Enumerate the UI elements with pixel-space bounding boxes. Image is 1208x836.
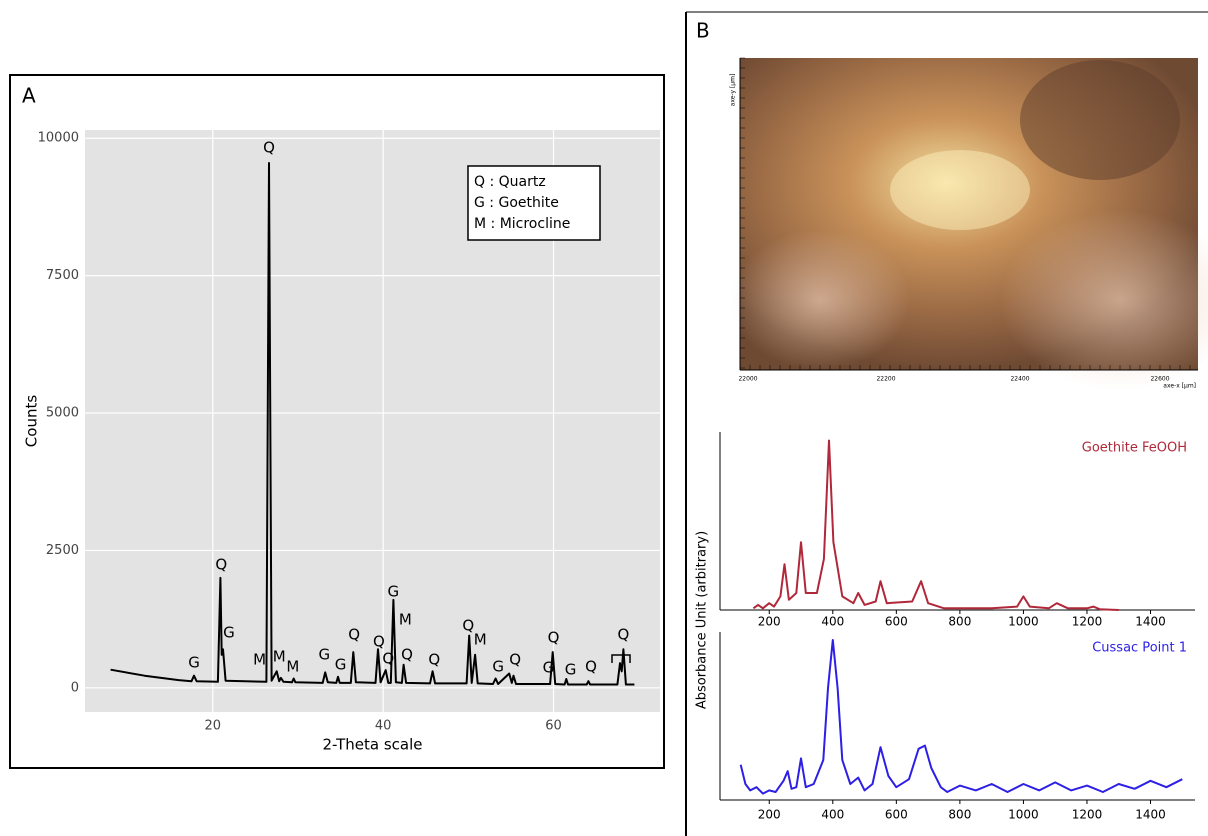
peak-label: G <box>335 655 347 673</box>
peak-label: G <box>223 623 235 641</box>
x-tick-label: 400 <box>821 615 844 629</box>
peak-label: Q <box>382 649 394 667</box>
peak-label: M <box>399 610 412 628</box>
x-tick-label: 20 <box>205 719 222 734</box>
peak-label: M <box>253 650 266 668</box>
legend-entry: M : Microcline <box>474 216 570 232</box>
x-tick-label: 1200 <box>1072 615 1103 629</box>
x-tick-label: 1000 <box>1008 615 1039 629</box>
micrograph-x-tick-label: 22400 <box>1010 376 1029 383</box>
peak-label: G <box>388 582 400 600</box>
peak-label: Q <box>373 632 385 650</box>
data-line <box>110 162 635 686</box>
micrograph-haze <box>730 230 910 370</box>
x-tick-label: 1000 <box>1008 808 1039 822</box>
micrograph-shadow <box>1020 60 1180 180</box>
legend-entry: G : Goethite <box>474 195 559 211</box>
peak-label: Q <box>348 625 360 643</box>
legend-entry: Q : Quartz <box>474 174 546 190</box>
micrograph-x-tick-label: 22600 <box>1150 376 1169 383</box>
panel-a-frame <box>9 74 665 769</box>
peak-label: Q <box>215 555 227 573</box>
y-tick-label: 7500 <box>46 268 79 283</box>
peak-label: Q <box>617 625 629 643</box>
y-tick-label: 0 <box>71 680 79 695</box>
x-tick-label: 200 <box>758 808 781 822</box>
bracket <box>611 654 631 663</box>
x-tick-label: 1400 <box>1135 615 1166 629</box>
peak-label: G <box>565 660 577 678</box>
series-label: Cussac Point 1 <box>1092 641 1187 656</box>
x-axis-label: 2-Theta scale <box>323 736 423 754</box>
x-tick-label: 1400 <box>1135 808 1166 822</box>
x-tick-label: 200 <box>758 615 781 629</box>
micrograph-y-label: axe-y [µm] <box>730 74 737 107</box>
peak-label: G <box>188 653 200 671</box>
legend-box <box>467 165 601 241</box>
peak-label: M <box>474 630 487 648</box>
peak-label: Q <box>263 139 275 157</box>
micrograph: axe-y [µm] axe-x [µm] <box>730 58 1208 390</box>
peak-label: G <box>543 658 555 676</box>
peak-label: G <box>492 657 504 675</box>
peak-label: Q <box>462 616 474 634</box>
x-tick-label: 400 <box>821 808 844 822</box>
x-tick-label: 800 <box>948 615 971 629</box>
micrograph-highlight <box>890 150 1030 230</box>
peak-label: Q <box>509 650 521 668</box>
data-line <box>739 639 1183 795</box>
panel-label: B <box>696 19 710 43</box>
y-axis-label: Counts <box>23 395 41 448</box>
x-tick-label: 800 <box>948 808 971 822</box>
y-axis-label: Absorbance Unit (arbitrary) <box>695 531 710 709</box>
peak-label: Q <box>401 645 413 663</box>
micrograph-x-label: axe-x [µm] <box>1163 383 1196 390</box>
x-tick-label: 60 <box>545 719 562 734</box>
micrograph-haze <box>1000 210 1208 390</box>
panel-label: A <box>22 84 36 108</box>
micrograph-x-tick-label: 22200 <box>876 376 895 383</box>
peak-label: M <box>273 647 286 665</box>
series-label: Goethite FeOOH <box>1082 441 1187 456</box>
y-tick-label: 10000 <box>38 131 79 146</box>
peak-label: Q <box>548 628 560 646</box>
peak-label: Q <box>585 657 597 675</box>
peak-label: Q <box>428 650 440 668</box>
peak-label: G <box>319 645 331 663</box>
y-tick-label: 5000 <box>46 406 79 421</box>
x-tick-label: 600 <box>885 615 908 629</box>
peak-label: M <box>286 657 299 675</box>
x-tick-label: 40 <box>375 719 392 734</box>
x-tick-label: 600 <box>885 808 908 822</box>
data-line <box>752 439 1119 611</box>
x-tick-label: 1200 <box>1072 808 1103 822</box>
y-tick-label: 2500 <box>46 543 79 558</box>
micrograph-x-tick-label: 22000 <box>738 376 757 383</box>
